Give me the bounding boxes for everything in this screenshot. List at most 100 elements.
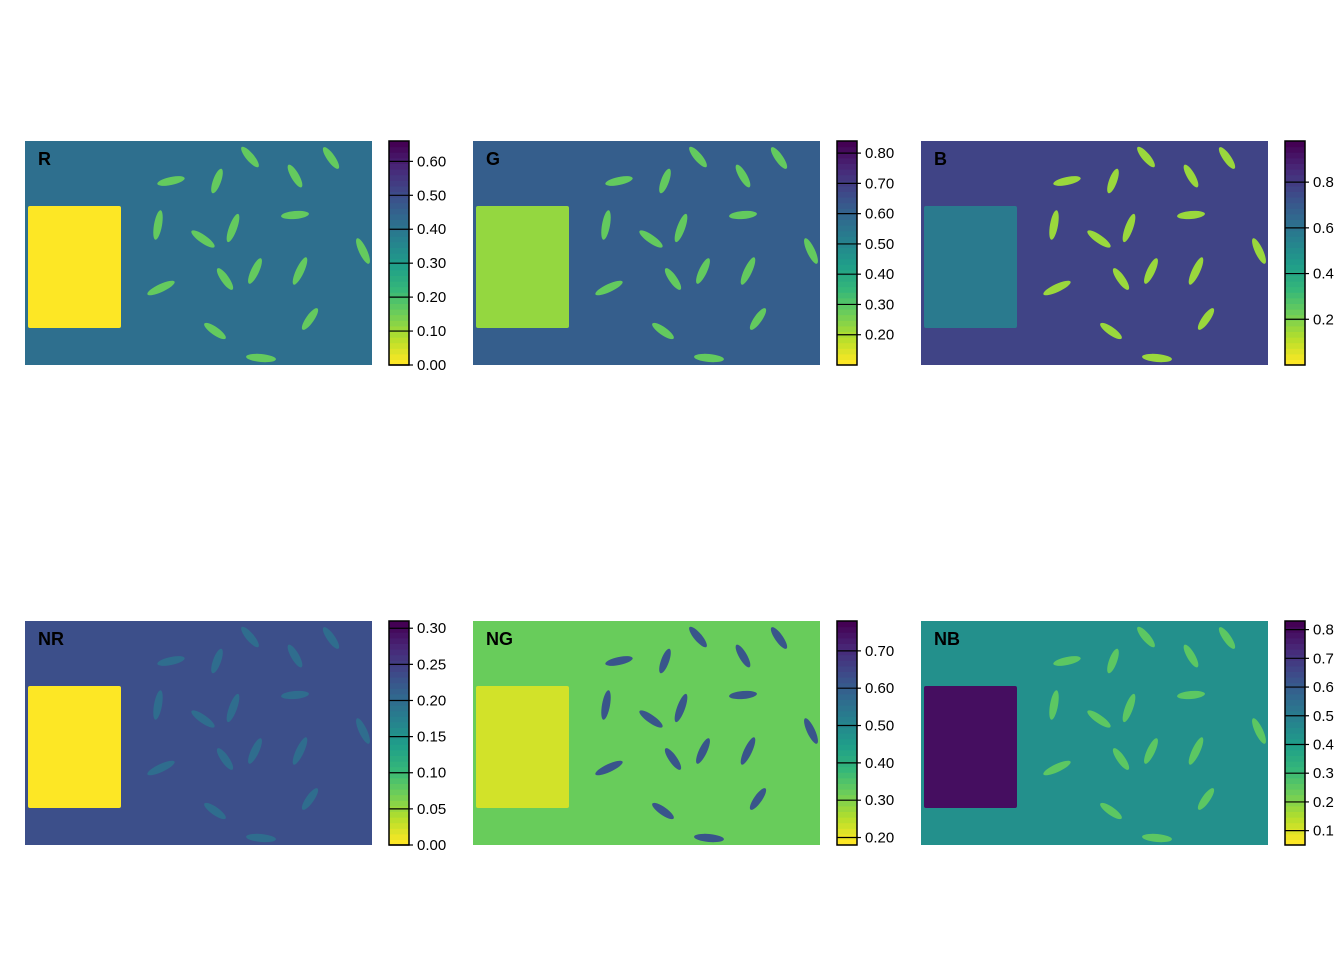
legend-color-band: [1285, 163, 1305, 169]
legend-color-band: [1285, 806, 1305, 812]
legend-tick-label: 0.5: [1313, 708, 1334, 725]
legend-color-band: [1285, 152, 1305, 158]
legend-color-band: [1285, 147, 1305, 153]
legend-color-band: [837, 275, 857, 281]
legend-color-band: [837, 632, 857, 638]
legend-color-band: [389, 655, 409, 661]
legend-color-band: [1285, 320, 1305, 326]
raster-panel-ng: NG 0.20 0.30 0.40 0.50 0.60 0.70: [473, 621, 918, 861]
legend-color-band: [837, 783, 857, 789]
legend-color-band: [1285, 191, 1305, 197]
legend-color-band: [1285, 326, 1305, 332]
legend-color-band: [837, 147, 857, 153]
legend-color-band: [1285, 783, 1305, 789]
legend-tick-label: 0.20: [865, 830, 894, 847]
panel-label: NB: [934, 629, 960, 650]
legend-color-band: [389, 744, 409, 750]
reference-panel: [924, 206, 1017, 328]
legend-color-band: [837, 281, 857, 287]
legend-color-band: [837, 214, 857, 220]
legend-color-band: [837, 163, 857, 169]
legend-color-band: [1285, 348, 1305, 354]
legend-color-band: [1285, 186, 1305, 192]
legend-color-band: [1285, 795, 1305, 801]
legend-color-band: [837, 158, 857, 164]
legend-color-band: [389, 242, 409, 248]
legend-color-band: [389, 275, 409, 281]
legend-color-band: [1285, 303, 1305, 309]
legend-color-band: [389, 739, 409, 745]
legend-color-band: [837, 326, 857, 332]
legend-color-band: [1285, 247, 1305, 253]
legend-color-band: [389, 823, 409, 829]
legend-color-band: [837, 191, 857, 197]
legend-color-band: [1285, 343, 1305, 349]
legend-color-band: [837, 761, 857, 767]
legend-color-band: [1285, 671, 1305, 677]
legend-color-band: [1285, 281, 1305, 287]
legend-color-band: [389, 755, 409, 761]
legend-color-band: [389, 632, 409, 638]
legend-color-band: [837, 727, 857, 733]
legend-color-band: [1285, 242, 1305, 248]
color-legend: 0.00 0.10 0.20 0.30 0.40 0.50 0.60: [389, 141, 409, 365]
legend-color-band: [389, 694, 409, 700]
legend-color-band: [389, 309, 409, 315]
legend-color-band: [1285, 259, 1305, 265]
legend-color-band: [1285, 778, 1305, 784]
legend-color-band: [837, 315, 857, 321]
legend-color-band: [1285, 253, 1305, 259]
legend-color-band: [389, 783, 409, 789]
reference-panel: [924, 686, 1017, 808]
legend-color-band: [837, 666, 857, 672]
legend-tick-label: 0.3: [1313, 765, 1334, 782]
legend-color-band: [389, 789, 409, 795]
legend-color-band: [837, 225, 857, 231]
legend-color-band: [389, 147, 409, 153]
reference-panel: [476, 206, 569, 328]
legend-color-band: [389, 208, 409, 214]
legend-color-band: [837, 817, 857, 823]
legend-tick-label: 0.50: [865, 718, 894, 735]
legend-tick-label: 0.1: [1313, 823, 1334, 840]
legend-color-band: [1285, 331, 1305, 337]
legend-color-band: [1285, 298, 1305, 304]
color-legend: 0.2 0.4 0.6 0.8: [1285, 141, 1305, 365]
legend-tick-label: 0.20: [417, 289, 446, 306]
legend-color-band: [837, 671, 857, 677]
legend-color-band: [389, 750, 409, 756]
legend-color-band: [389, 264, 409, 270]
legend-color-band: [1285, 705, 1305, 711]
legend-color-band: [1285, 666, 1305, 672]
panel-label: NR: [38, 629, 64, 650]
legend-color-band: [1285, 292, 1305, 298]
legend-color-band: [837, 337, 857, 343]
legend-color-band: [837, 649, 857, 655]
raster-image: [25, 141, 372, 365]
legend-tick-label: 0.30: [865, 792, 894, 809]
legend-color-band: [1285, 727, 1305, 733]
legend-tick-label: 0.60: [417, 153, 446, 170]
legend-color-band: [837, 772, 857, 778]
legend-color-band: [389, 828, 409, 834]
legend-tick-label: 0.00: [417, 837, 446, 854]
legend-color-band: [837, 643, 857, 649]
legend-tick-label: 0.40: [417, 221, 446, 238]
legend-color-band: [837, 203, 857, 209]
legend-color-band: [837, 219, 857, 225]
legend-color-band: [1285, 755, 1305, 761]
raster-image: [473, 621, 820, 845]
legend-color-band: [1285, 621, 1305, 627]
legend-color-band: [389, 270, 409, 276]
legend-color-band: [837, 236, 857, 242]
legend-color-band: [837, 264, 857, 270]
legend-tick-label: 0.50: [865, 236, 894, 253]
legend-color-band: [1285, 219, 1305, 225]
legend-color-band: [389, 649, 409, 655]
legend-tick-label: 0.80: [865, 145, 894, 162]
legend-color-band: [1285, 688, 1305, 694]
legend-color-band: [837, 694, 857, 700]
legend-tick-label: 0.8: [1313, 622, 1334, 639]
legend-color-band: [1285, 733, 1305, 739]
legend-color-band: [837, 750, 857, 756]
